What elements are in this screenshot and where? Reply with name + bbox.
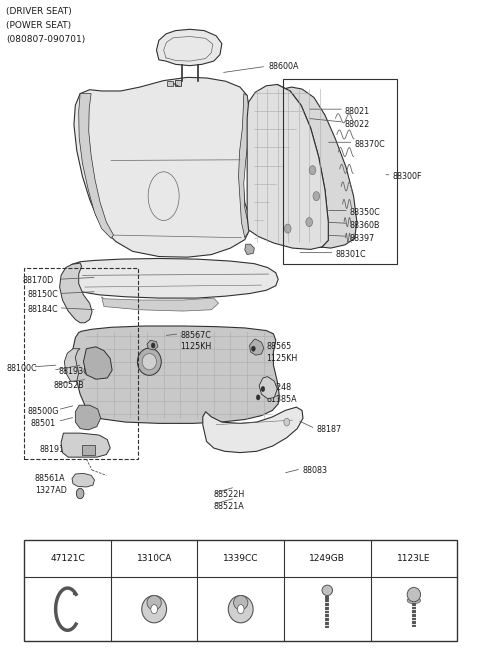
Text: 88022: 88022 xyxy=(345,120,370,129)
Circle shape xyxy=(284,224,291,233)
Circle shape xyxy=(151,343,155,348)
Polygon shape xyxy=(61,433,110,457)
Circle shape xyxy=(151,604,157,614)
Text: 88501: 88501 xyxy=(30,419,55,428)
Ellipse shape xyxy=(137,348,161,376)
Polygon shape xyxy=(250,339,264,355)
Circle shape xyxy=(76,488,84,499)
Text: 10248: 10248 xyxy=(266,383,291,392)
Text: 88522H: 88522H xyxy=(214,490,245,499)
Polygon shape xyxy=(259,377,277,399)
Circle shape xyxy=(313,192,320,201)
Text: 88561A: 88561A xyxy=(35,474,65,483)
Text: 88350C: 88350C xyxy=(350,208,381,217)
Polygon shape xyxy=(203,407,303,452)
Text: 88360B: 88360B xyxy=(350,221,380,230)
Text: 88301C: 88301C xyxy=(336,250,366,259)
Polygon shape xyxy=(64,349,80,381)
Ellipse shape xyxy=(142,353,156,370)
Text: 88021: 88021 xyxy=(345,108,370,116)
Text: 88600A: 88600A xyxy=(269,62,299,71)
Text: 88521A: 88521A xyxy=(214,502,244,511)
Text: (DRIVER SEAT): (DRIVER SEAT) xyxy=(6,7,72,16)
Text: 1339CC: 1339CC xyxy=(223,554,258,563)
Text: (080807-090701): (080807-090701) xyxy=(6,35,85,44)
Ellipse shape xyxy=(234,595,248,610)
Text: 88187: 88187 xyxy=(316,425,341,434)
Text: 88184C: 88184C xyxy=(28,304,58,314)
Bar xyxy=(24,541,457,641)
Text: 88191G: 88191G xyxy=(39,445,71,454)
Text: 1125KH: 1125KH xyxy=(266,354,298,363)
Circle shape xyxy=(238,604,244,614)
Text: 88100C: 88100C xyxy=(6,364,37,373)
Text: 1249GB: 1249GB xyxy=(309,554,345,563)
Circle shape xyxy=(256,395,260,400)
Text: 88370C: 88370C xyxy=(355,140,385,149)
Polygon shape xyxy=(79,94,114,239)
Polygon shape xyxy=(247,85,328,250)
Ellipse shape xyxy=(142,595,167,623)
Text: 1123LE: 1123LE xyxy=(397,554,431,563)
Polygon shape xyxy=(147,340,158,350)
Polygon shape xyxy=(75,405,101,430)
Polygon shape xyxy=(84,347,112,379)
Circle shape xyxy=(306,218,312,227)
Ellipse shape xyxy=(228,595,253,623)
Text: 88500G: 88500G xyxy=(28,408,59,416)
Ellipse shape xyxy=(147,595,161,610)
Text: 81385A: 81385A xyxy=(266,395,297,404)
Text: 88300F: 88300F xyxy=(393,172,422,181)
Text: 88170D: 88170D xyxy=(23,276,54,285)
Bar xyxy=(283,80,397,264)
Polygon shape xyxy=(73,326,279,423)
Circle shape xyxy=(252,346,255,351)
Bar xyxy=(175,80,181,87)
Polygon shape xyxy=(102,297,218,311)
Text: 1125KH: 1125KH xyxy=(180,342,212,351)
Polygon shape xyxy=(74,78,250,257)
Polygon shape xyxy=(156,29,222,66)
Ellipse shape xyxy=(322,585,333,595)
Bar xyxy=(82,445,95,454)
Circle shape xyxy=(309,166,316,175)
Text: 47121C: 47121C xyxy=(50,554,85,563)
Text: 88150C: 88150C xyxy=(28,290,59,299)
Text: (POWER SEAT): (POWER SEAT) xyxy=(6,21,72,30)
Text: 88565: 88565 xyxy=(266,342,291,351)
Polygon shape xyxy=(66,258,278,298)
Polygon shape xyxy=(72,473,95,487)
Text: 1310CA: 1310CA xyxy=(136,554,172,563)
Text: 88052B: 88052B xyxy=(54,381,84,391)
Polygon shape xyxy=(274,85,357,248)
Text: 88193C: 88193C xyxy=(59,367,89,376)
Text: 88567C: 88567C xyxy=(180,331,211,340)
Text: 88397: 88397 xyxy=(350,234,375,243)
Polygon shape xyxy=(239,94,250,238)
Polygon shape xyxy=(245,244,254,254)
Text: 88083: 88083 xyxy=(302,466,327,475)
Bar xyxy=(168,82,173,87)
Polygon shape xyxy=(60,263,92,323)
Ellipse shape xyxy=(407,597,420,604)
Bar xyxy=(24,267,138,459)
Text: 1327AD: 1327AD xyxy=(35,486,67,495)
Circle shape xyxy=(284,418,289,426)
Ellipse shape xyxy=(407,587,420,602)
Circle shape xyxy=(261,387,265,392)
